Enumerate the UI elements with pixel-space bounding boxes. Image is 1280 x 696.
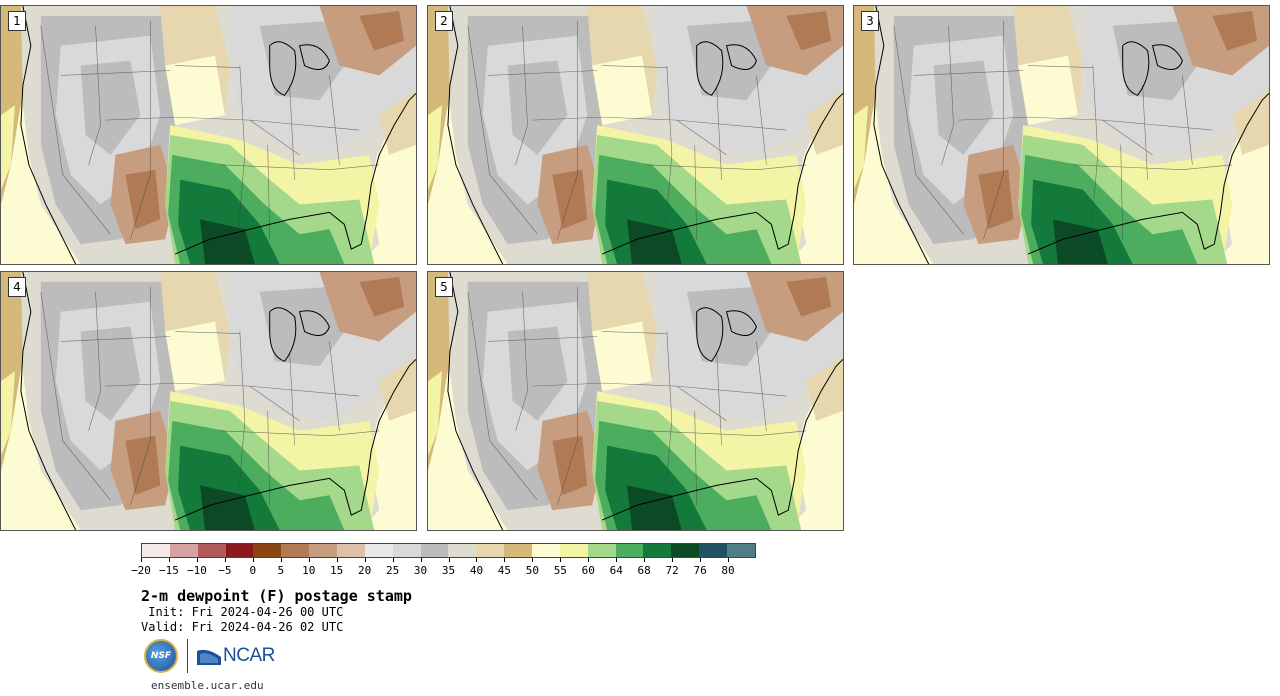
colorbar-tick-label: 25 <box>385 564 400 577</box>
init-time: Init: Fri 2024-04-26 00 UTC <box>141 605 344 619</box>
colorbar-segment <box>309 544 338 557</box>
colorbar-tick <box>532 558 534 562</box>
colorbar-tick <box>308 558 310 562</box>
colorbar-tick <box>420 558 422 562</box>
colorbar-tick <box>672 558 674 562</box>
colorbar-segment <box>197 544 226 557</box>
colorbar-tick-label: 68 <box>637 564 651 577</box>
panel-number: 2 <box>435 11 453 31</box>
colorbar-segment <box>699 544 728 557</box>
dewpoint-field <box>428 6 843 264</box>
colorbar-tick-label: 10 <box>302 564 316 577</box>
colorbar-segment <box>392 544 421 557</box>
colorbar-tick <box>476 558 478 562</box>
colorbar-tick-label: 40 <box>469 564 484 577</box>
colorbar-tick-label: 45 <box>497 564 512 577</box>
colorbar-segment <box>727 544 755 557</box>
colorbar-tick-label: −10 <box>186 564 207 577</box>
colorbar-segment <box>225 544 254 557</box>
colorbar-tick-label: 76 <box>693 564 707 577</box>
colorbar-tick-label: 80 <box>721 564 735 577</box>
colorbar-segment <box>364 544 393 557</box>
member-map-4: 4 <box>0 271 417 531</box>
colorbar-tick-label: −5 <box>218 564 232 577</box>
colorbar-tick <box>616 558 618 562</box>
colorbar-tick <box>336 558 338 562</box>
panel-number: 3 <box>861 11 879 31</box>
colorbar-segment <box>169 544 198 557</box>
panel-number: 4 <box>8 277 26 297</box>
colorbar-tick <box>168 558 170 562</box>
colorbar-tick <box>196 558 198 562</box>
nsf-logo: NSF <box>144 639 178 673</box>
colorbar-segment <box>448 544 477 557</box>
colorbar-segment <box>253 544 282 557</box>
colorbar-tick <box>448 558 450 562</box>
ncar-logo: NCAR <box>197 645 275 667</box>
colorbar-tick-label: 15 <box>330 564 344 577</box>
colorbar-tick <box>224 558 226 562</box>
colorbar-tick <box>588 558 590 562</box>
plot-title: 2-m dewpoint (F) postage stamp <box>141 587 412 605</box>
colorbar-tick <box>280 558 282 562</box>
member-map-2: 2 <box>427 5 844 265</box>
colorbar-segment <box>559 544 588 557</box>
colorbar-segment <box>420 544 449 557</box>
website-url: ensemble.ucar.edu <box>151 679 264 692</box>
colorbar <box>141 543 756 558</box>
colorbar-segment <box>337 544 365 557</box>
colorbar-segment <box>643 544 672 557</box>
colorbar-segment <box>504 544 533 557</box>
colorbar-tick-label: −15 <box>159 564 179 577</box>
colorbar-tick <box>364 558 366 562</box>
colorbar-tick <box>644 558 646 562</box>
dewpoint-field <box>1 272 416 530</box>
colorbar-tick <box>141 558 142 562</box>
dewpoint-field <box>854 6 1269 264</box>
logos: NSF NCAR <box>144 638 275 674</box>
ncar-mark-icon <box>197 649 221 665</box>
colorbar-segment <box>476 544 505 557</box>
colorbar-tick-label: 50 <box>525 564 539 577</box>
member-map-1: 1 <box>0 5 417 265</box>
colorbar-tick-label: 20 <box>358 564 372 577</box>
colorbar-tick <box>560 558 562 562</box>
colorbar-segment <box>615 544 644 557</box>
colorbar-tick <box>728 558 730 562</box>
colorbar-tick-label: 5 <box>277 564 285 577</box>
colorbar-tick-label: 64 <box>609 564 623 577</box>
colorbar-segment <box>142 544 170 557</box>
colorbar-tick-label: 72 <box>665 564 679 577</box>
logo-divider <box>187 639 188 673</box>
panel-number: 1 <box>8 11 26 31</box>
colorbar-tick <box>504 558 506 562</box>
colorbar-segment <box>532 544 560 557</box>
colorbar-tick <box>392 558 394 562</box>
colorbar-segment <box>587 544 616 557</box>
colorbar-segment <box>281 544 310 557</box>
panel-number: 5 <box>435 277 453 297</box>
colorbar-tick <box>252 558 254 562</box>
colorbar-segment <box>671 544 700 557</box>
colorbar-tick <box>700 558 702 562</box>
colorbar-tick-label: 0 <box>249 564 257 577</box>
colorbar-tick-label: −20 <box>131 564 151 577</box>
colorbar-tick-label: 30 <box>413 564 428 577</box>
valid-time: Valid: Fri 2024-04-26 02 UTC <box>141 620 344 634</box>
colorbar-tick-label: 60 <box>581 564 595 577</box>
colorbar-ticks: −20 −15 −10 −5 0 5 10 15 20 25 30 35 40 45 50 55 60 64 68 7… <box>131 558 756 580</box>
member-map-3: 3 <box>853 5 1270 265</box>
colorbar-tick-label: 35 <box>441 564 456 577</box>
dewpoint-field <box>428 272 843 530</box>
dewpoint-field <box>1 6 416 264</box>
member-map-5: 5 <box>427 271 844 531</box>
colorbar-tick-label: 55 <box>553 564 567 577</box>
